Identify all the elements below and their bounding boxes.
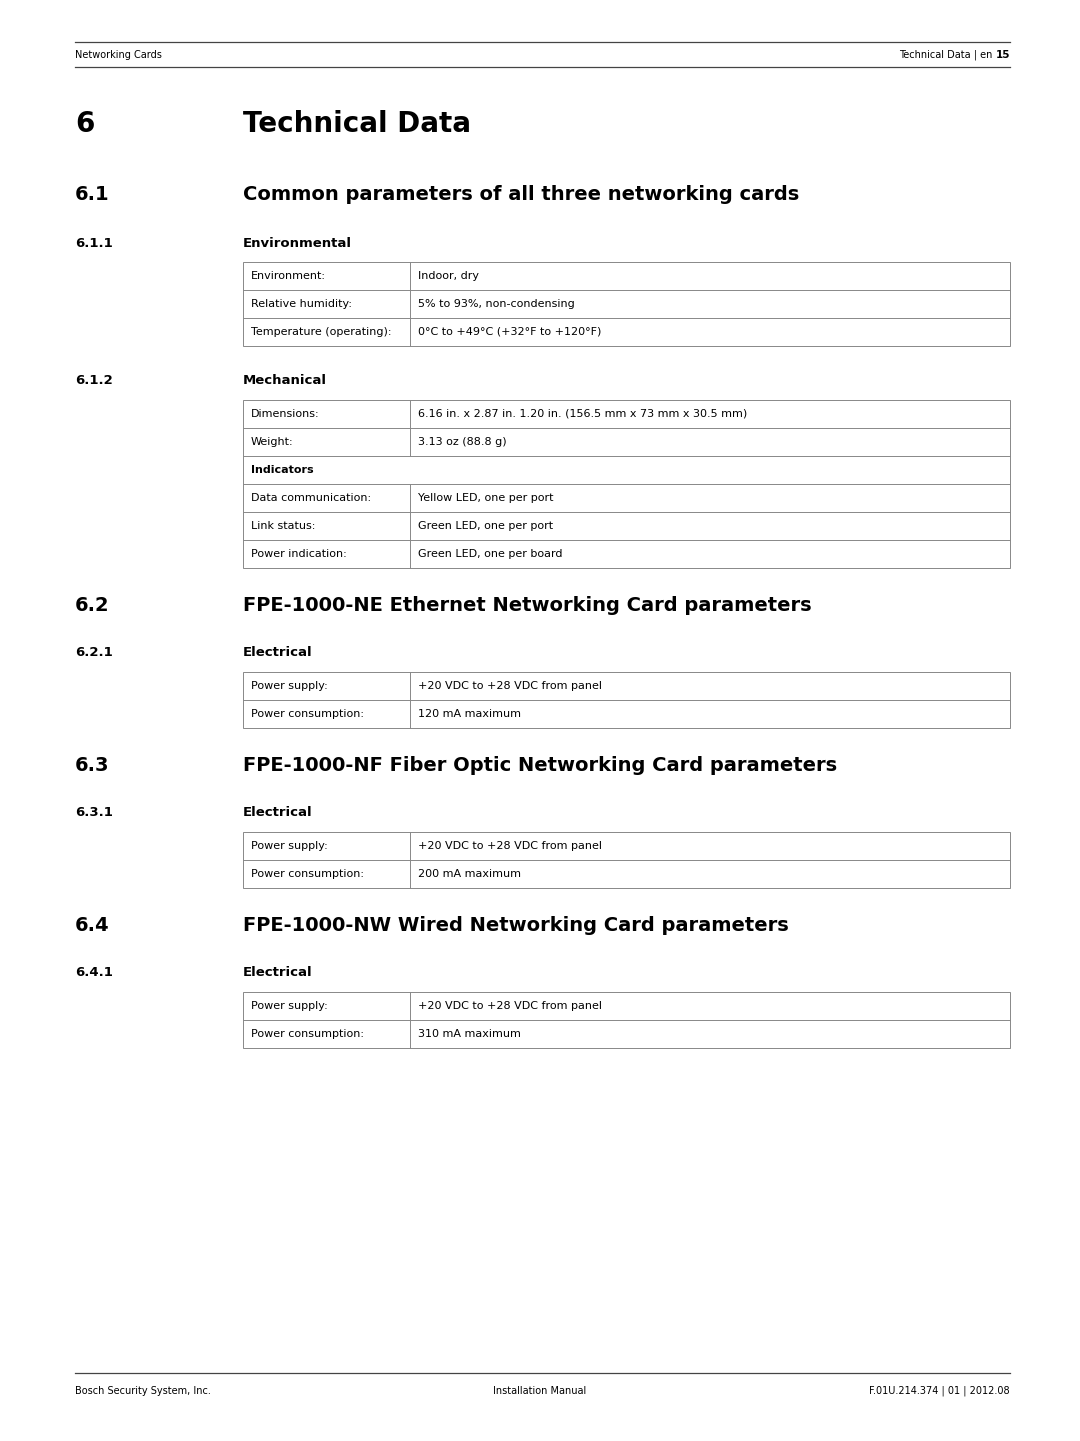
Text: Relative humidity:: Relative humidity:: [251, 298, 352, 308]
Text: 6.1.2: 6.1.2: [75, 375, 112, 388]
Text: Installation Manual: Installation Manual: [494, 1386, 586, 1396]
Text: 120 mA maximum: 120 mA maximum: [418, 709, 521, 719]
Text: Electrical: Electrical: [243, 646, 312, 659]
Text: +20 VDC to +28 VDC from panel: +20 VDC to +28 VDC from panel: [418, 1001, 602, 1012]
Text: 6.3.1: 6.3.1: [75, 806, 113, 818]
Text: 200 mA maximum: 200 mA maximum: [418, 869, 521, 879]
Text: FPE-1000-NW Wired Networking Card parameters: FPE-1000-NW Wired Networking Card parame…: [243, 916, 788, 935]
Text: 6.1.1: 6.1.1: [75, 236, 112, 249]
Text: Bosch Security System, Inc.: Bosch Security System, Inc.: [75, 1386, 211, 1396]
Text: Link status:: Link status:: [251, 522, 315, 530]
Text: 310 mA maximum: 310 mA maximum: [418, 1029, 521, 1039]
Bar: [243, 401, 1010, 568]
Text: FPE-1000-NF Fiber Optic Networking Card parameters: FPE-1000-NF Fiber Optic Networking Card …: [243, 757, 837, 775]
Text: Power consumption:: Power consumption:: [251, 709, 364, 719]
Text: Common parameters of all three networking cards: Common parameters of all three networkin…: [243, 184, 799, 205]
Bar: [243, 991, 1010, 1048]
Text: Environment:: Environment:: [251, 271, 326, 281]
Text: Yellow LED, one per port: Yellow LED, one per port: [418, 493, 554, 503]
Text: 6.4.1: 6.4.1: [75, 965, 113, 978]
Text: Temperature (operating):: Temperature (operating):: [251, 327, 391, 337]
Text: +20 VDC to +28 VDC from panel: +20 VDC to +28 VDC from panel: [418, 682, 602, 692]
Text: Technical Data | en: Technical Data | en: [899, 50, 993, 61]
Text: Weight:: Weight:: [251, 437, 294, 447]
Bar: [243, 262, 1010, 346]
Bar: [243, 672, 1010, 728]
Text: Networking Cards: Networking Cards: [75, 50, 162, 61]
Text: Power indication:: Power indication:: [251, 549, 347, 559]
Text: Technical Data: Technical Data: [243, 110, 471, 138]
Text: Electrical: Electrical: [243, 806, 312, 818]
Text: Dimensions:: Dimensions:: [251, 409, 320, 419]
Text: 6.16 in. x 2.87 in. 1.20 in. (156.5 mm x 73 mm x 30.5 mm): 6.16 in. x 2.87 in. 1.20 in. (156.5 mm x…: [418, 409, 747, 419]
Text: Power consumption:: Power consumption:: [251, 1029, 364, 1039]
Text: 15: 15: [996, 50, 1010, 61]
Text: F.01U.214.374 | 01 | 2012.08: F.01U.214.374 | 01 | 2012.08: [869, 1386, 1010, 1396]
Text: Data communication:: Data communication:: [251, 493, 372, 503]
Text: 0°C to +49°C (+32°F to +120°F): 0°C to +49°C (+32°F to +120°F): [418, 327, 602, 337]
Text: 6.3: 6.3: [75, 757, 109, 775]
Text: 5% to 93%, non-condensing: 5% to 93%, non-condensing: [418, 298, 575, 308]
Text: +20 VDC to +28 VDC from panel: +20 VDC to +28 VDC from panel: [418, 842, 602, 852]
Text: Mechanical: Mechanical: [243, 375, 327, 388]
Text: 6: 6: [75, 110, 94, 138]
Text: 6.4: 6.4: [75, 916, 110, 935]
Text: Power supply:: Power supply:: [251, 842, 327, 852]
Text: Electrical: Electrical: [243, 965, 312, 978]
Text: 6.2: 6.2: [75, 597, 110, 615]
Text: Power consumption:: Power consumption:: [251, 869, 364, 879]
Text: 6.1: 6.1: [75, 184, 110, 205]
Text: Green LED, one per board: Green LED, one per board: [418, 549, 563, 559]
Text: Environmental: Environmental: [243, 236, 352, 249]
Text: FPE-1000-NE Ethernet Networking Card parameters: FPE-1000-NE Ethernet Networking Card par…: [243, 597, 812, 615]
Text: Indoor, dry: Indoor, dry: [418, 271, 480, 281]
Bar: [243, 831, 1010, 888]
Text: Power supply:: Power supply:: [251, 682, 327, 692]
Text: Green LED, one per port: Green LED, one per port: [418, 522, 553, 530]
Text: 6.2.1: 6.2.1: [75, 646, 112, 659]
Text: Power supply:: Power supply:: [251, 1001, 327, 1012]
Text: Indicators: Indicators: [251, 465, 313, 476]
Text: 3.13 oz (88.8 g): 3.13 oz (88.8 g): [418, 437, 507, 447]
